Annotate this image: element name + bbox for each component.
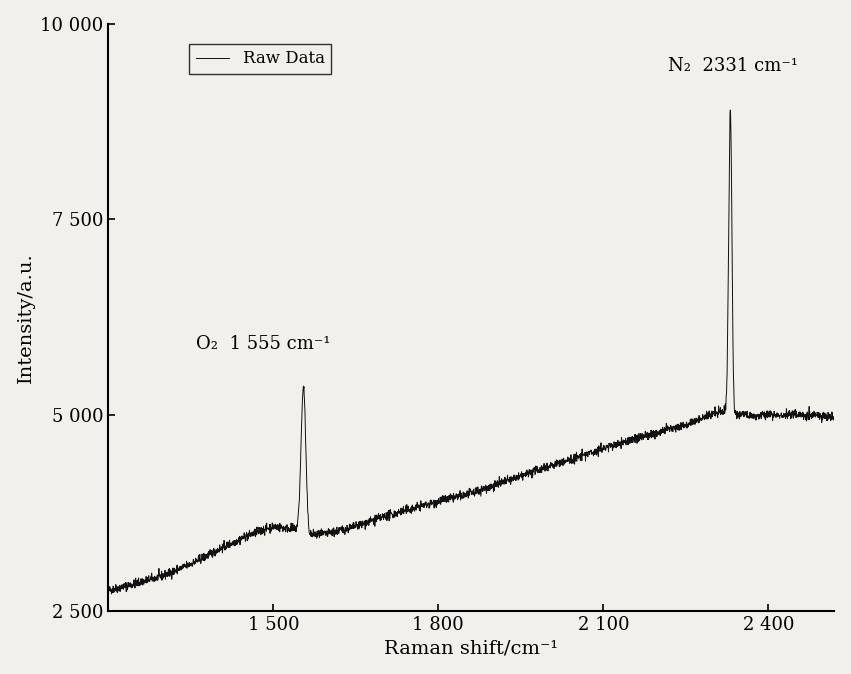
Y-axis label: Intensity/a.u.: Intensity/a.u.	[17, 252, 35, 383]
Raw Data	[382, 516, 392, 524]
Raw Data	[829, 414, 839, 422]
Raw Data	[230, 537, 240, 545]
X-axis label: Raman shift/cm⁻¹: Raman shift/cm⁻¹	[385, 640, 558, 657]
Text: O₂  1 555 cm⁻¹: O₂ 1 555 cm⁻¹	[197, 334, 331, 353]
Raw Data	[815, 410, 825, 419]
Raw Data	[186, 561, 197, 569]
Legend: Raw Data: Raw Data	[189, 44, 331, 74]
Raw Data	[737, 407, 747, 415]
Raw Data	[106, 590, 117, 598]
Raw Data	[414, 503, 424, 512]
Raw Data	[725, 106, 735, 114]
Line: Raw Data: Raw Data	[108, 110, 834, 594]
Text: N₂  2331 cm⁻¹: N₂ 2331 cm⁻¹	[668, 57, 798, 75]
Raw Data	[103, 586, 113, 594]
